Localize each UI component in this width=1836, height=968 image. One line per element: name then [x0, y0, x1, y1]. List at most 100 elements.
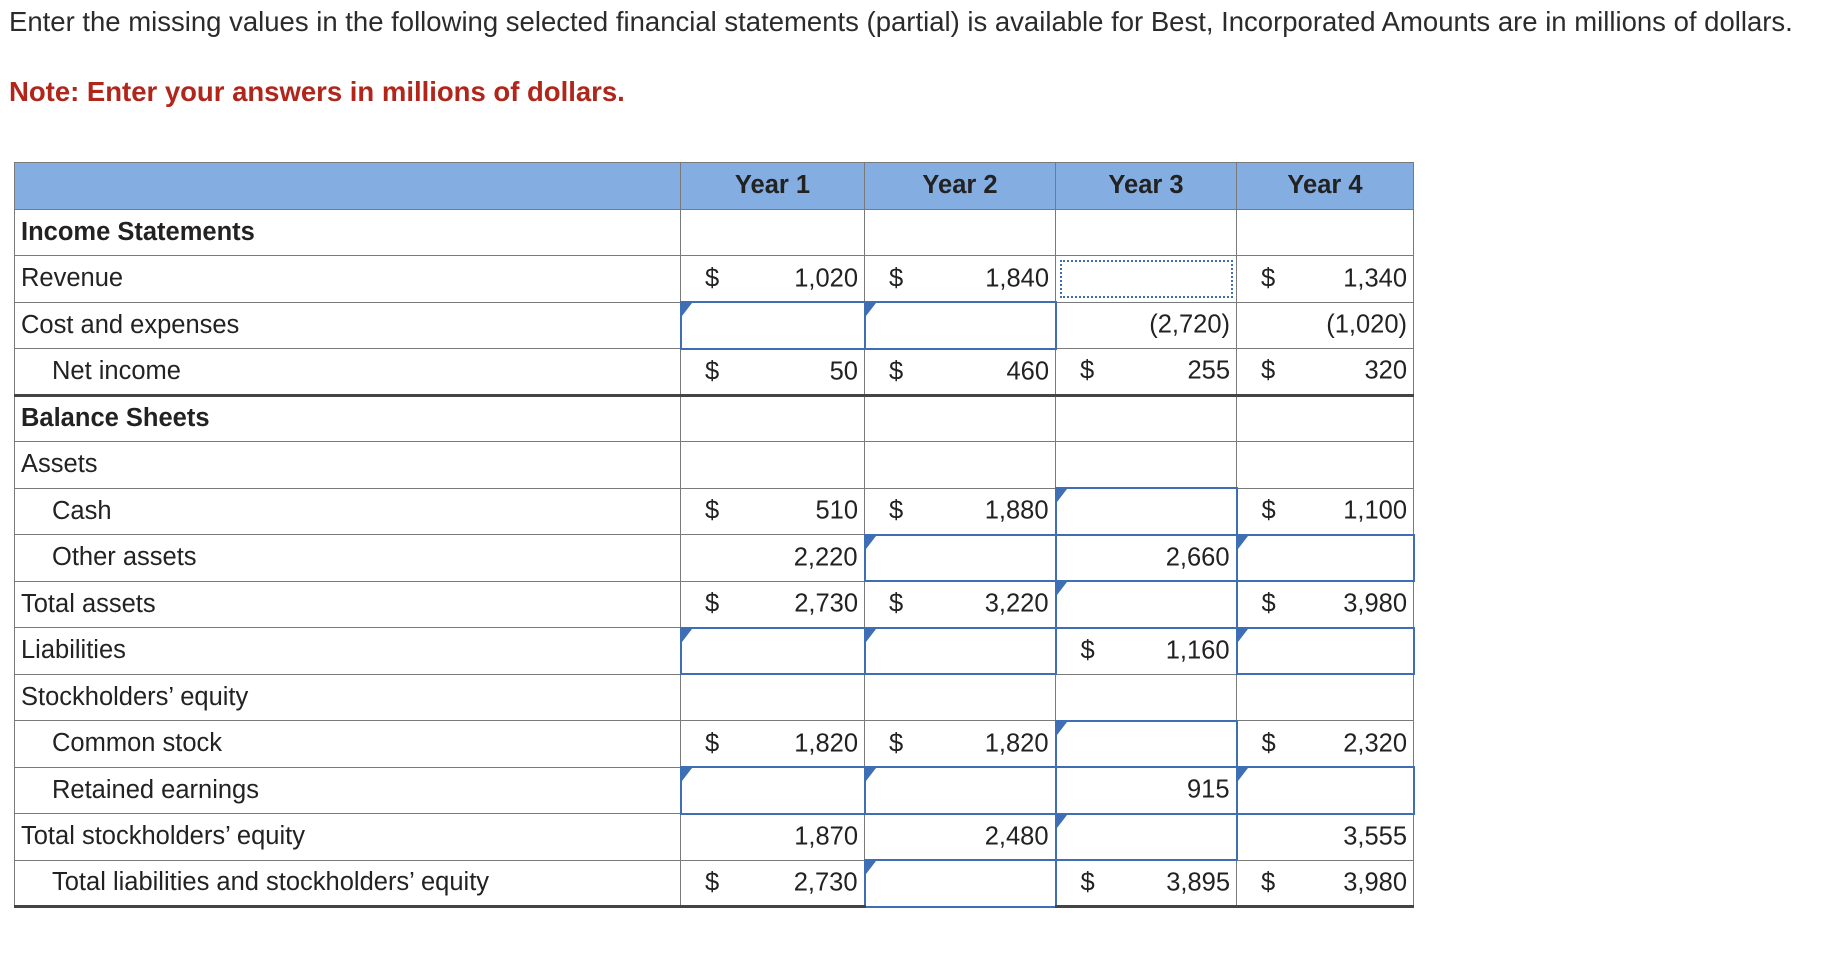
value: 1,820 — [794, 729, 858, 757]
value: 2,320 — [1343, 729, 1407, 757]
row-total-stockholders-equity: Total stockholders’ equity 1,870 2,480 3… — [14, 812, 1414, 861]
dollar-sign: $ — [1080, 868, 1095, 897]
cell-empty — [1236, 394, 1414, 442]
other-assets-year-3: 2,660 — [1055, 534, 1237, 582]
label-cash: Cash — [14, 487, 681, 535]
label-total-assets: Total assets — [14, 580, 681, 628]
cell-empty — [864, 208, 1056, 256]
financial-statements-table: Year 1 Year 2 Year 3 Year 4 Income State… — [14, 162, 1415, 908]
cash-year-1: $510 — [680, 487, 865, 535]
net-income-year-3: $255 — [1055, 348, 1237, 397]
row-balance-sheets: Balance Sheets — [14, 394, 1414, 442]
revenue-year-4: $1,340 — [1236, 255, 1414, 303]
dollar-sign: $ — [1080, 356, 1095, 385]
cell-empty — [1236, 441, 1414, 489]
liabilities-year-3: $1,160 — [1055, 627, 1237, 675]
retained-earnings-year-4-input[interactable] — [1235, 766, 1415, 815]
dollar-sign: $ — [889, 264, 904, 292]
value: 2,660 — [1165, 543, 1230, 572]
dollar-sign: $ — [705, 496, 720, 525]
liabilities-year-2-input[interactable] — [863, 626, 1057, 675]
value: 2,730 — [793, 868, 858, 897]
common-stock-year-4: $2,320 — [1236, 720, 1414, 768]
revenue-year-3-input[interactable] — [1055, 255, 1237, 303]
note-text: Note: Enter your answers in millions of … — [9, 76, 625, 107]
cell-empty — [1055, 673, 1237, 721]
header-year-4: Year 4 — [1236, 162, 1414, 210]
header-year-3: Year 3 — [1055, 162, 1237, 210]
total-assets-year-3-input[interactable] — [1054, 580, 1238, 629]
cell-empty — [1055, 208, 1237, 256]
cost-year-3: (2,720) — [1055, 301, 1237, 349]
value: 50 — [829, 357, 858, 385]
row-income-statements: Income Statements — [14, 208, 1414, 256]
header-row: Year 1 Year 2 Year 3 Year 4 — [14, 162, 1414, 210]
header-year-2: Year 2 — [864, 162, 1056, 210]
total-le-year-2-input[interactable] — [863, 859, 1057, 908]
value: 1,880 — [984, 496, 1049, 525]
label-balance-sheets: Balance Sheets — [14, 394, 681, 442]
value: 3,220 — [984, 589, 1049, 618]
value: 2,480 — [984, 822, 1049, 851]
cell-empty — [1236, 208, 1414, 256]
revenue-year-1: $1,020 — [680, 255, 865, 303]
value: 460 — [1006, 357, 1049, 385]
value: 3,980 — [1343, 868, 1407, 897]
cost-year-1-input[interactable] — [679, 301, 866, 350]
label-revenue: Revenue — [14, 255, 681, 303]
total-se-year-4: 3,555 — [1236, 813, 1414, 861]
retained-earnings-year-3: 915 — [1055, 766, 1237, 814]
cell-empty — [864, 394, 1056, 442]
cell-empty — [864, 673, 1056, 721]
label-assets: Assets — [14, 441, 681, 489]
dollar-sign: $ — [889, 496, 904, 525]
cell-empty — [680, 673, 865, 721]
value: 3,980 — [1343, 589, 1407, 618]
label-total-stockholders-equity: Total stockholders’ equity — [14, 813, 681, 861]
value: 3,895 — [1166, 868, 1230, 897]
dollar-sign: $ — [1261, 589, 1276, 618]
dollar-sign: $ — [1261, 868, 1276, 897]
row-retained-earnings: Retained earnings 915 — [14, 766, 1415, 815]
header-blank — [14, 162, 681, 210]
row-total-assets: Total assets $2,730 $3,220 $3,980 — [14, 580, 1414, 629]
value: 1,820 — [984, 729, 1049, 757]
liabilities-year-1-input[interactable] — [679, 626, 866, 675]
retained-earnings-year-2-input[interactable] — [863, 766, 1057, 815]
dollar-sign: $ — [1261, 356, 1276, 385]
value: 320 — [1364, 356, 1407, 385]
liabilities-year-4-input[interactable] — [1235, 626, 1415, 675]
retained-earnings-year-1-input[interactable] — [679, 766, 866, 815]
total-le-year-4: $3,980 — [1236, 859, 1414, 908]
label-net-income: Net income — [14, 348, 681, 397]
common-stock-year-3-input[interactable] — [1054, 719, 1238, 768]
common-stock-year-2: $1,820 — [864, 720, 1056, 768]
dollar-sign: $ — [889, 357, 904, 385]
value: 1,100 — [1343, 496, 1407, 525]
total-se-year-3-input[interactable] — [1054, 812, 1238, 861]
dollar-sign: $ — [705, 357, 720, 385]
header-year-1: Year 1 — [680, 162, 865, 210]
label-income-statements: Income Statements — [14, 208, 681, 256]
cash-year-3-input[interactable] — [1054, 487, 1238, 536]
value: 1,020 — [794, 264, 858, 292]
value: 1,160 — [1165, 636, 1230, 665]
cost-year-4: (1,020) — [1236, 301, 1414, 349]
value: (2,720) — [1149, 310, 1230, 339]
value: 1,840 — [985, 264, 1049, 292]
row-assets: Assets — [14, 441, 1414, 489]
dollar-sign: $ — [889, 729, 904, 757]
other-assets-year-2-input[interactable] — [863, 533, 1057, 582]
row-other-assets: Other assets 2,220 2,660 — [14, 533, 1415, 582]
value: 3,555 — [1343, 822, 1407, 851]
label-other-assets: Other assets — [14, 534, 681, 582]
dollar-sign: $ — [705, 729, 720, 757]
revenue-year-2: $1,840 — [864, 255, 1056, 303]
dollar-sign: $ — [1261, 729, 1276, 757]
total-le-year-3: $3,895 — [1055, 859, 1237, 908]
row-common-stock: Common stock $1,820 $1,820 $2,320 — [14, 719, 1414, 768]
dollar-sign: $ — [1261, 264, 1276, 293]
label-common-stock: Common stock — [14, 720, 681, 768]
other-assets-year-4-input[interactable] — [1235, 533, 1415, 582]
cost-year-2-input[interactable] — [863, 301, 1057, 350]
